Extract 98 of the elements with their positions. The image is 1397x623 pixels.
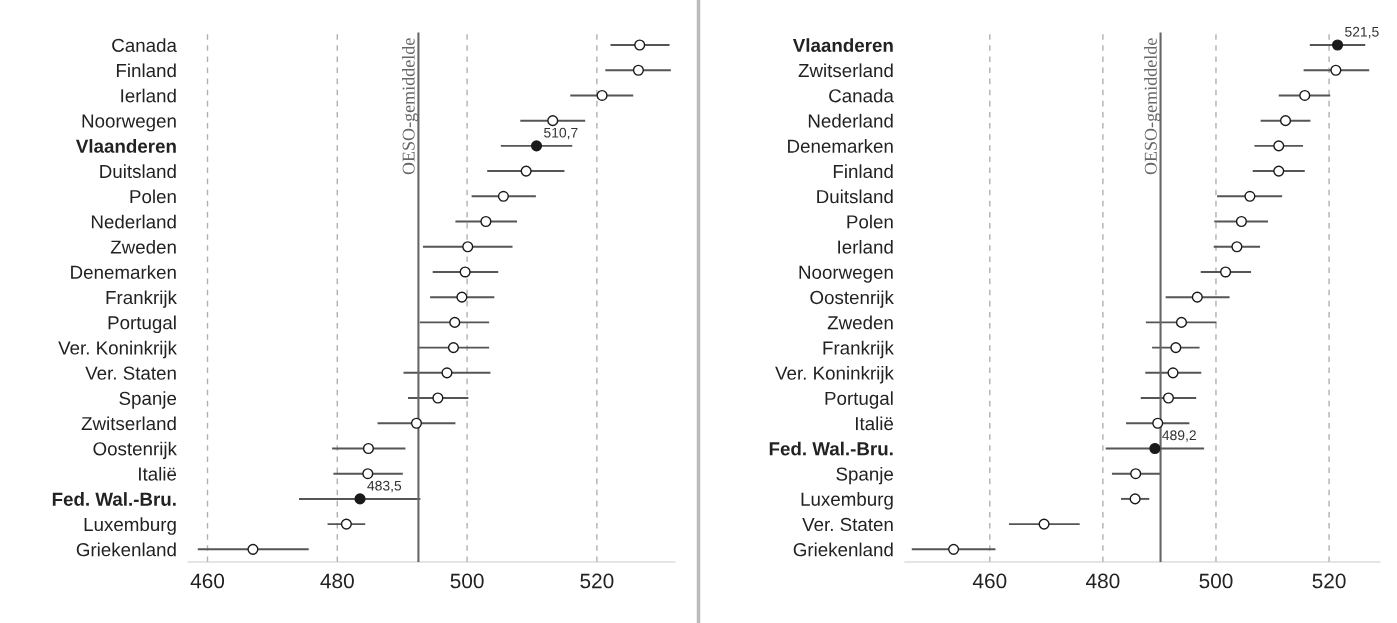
point (634, 39, 646, 51)
point (1038, 518, 1050, 530)
y-tick-label: Ver. Staten (802, 517, 893, 532)
point (948, 543, 960, 555)
y-tick-label: Ierland (121, 88, 176, 103)
data-label: 521,5 (1345, 26, 1379, 39)
point (1273, 165, 1285, 177)
y-tick-label: Italië (855, 416, 894, 431)
y-tick-label: Ver. Koninkrijk (775, 366, 894, 384)
y-tick-label: Noorwegen (799, 265, 893, 283)
y-tick-label: Portugal (825, 391, 893, 409)
y-tick-label: Nederland (91, 214, 176, 229)
point (462, 241, 474, 253)
point (632, 64, 644, 76)
y-tick-label: Canada (112, 38, 177, 52)
point (1167, 367, 1179, 379)
y-tick-label: Zwitserland (798, 63, 893, 78)
x-tick-label: 520 (1312, 573, 1346, 589)
point (1244, 190, 1256, 202)
point (1129, 493, 1141, 505)
y-tick-label: Spanje (119, 391, 177, 409)
point (1162, 392, 1175, 404)
point (1191, 291, 1203, 303)
x-tick-label: 480 (320, 573, 354, 589)
x-tick-label: 460 (190, 573, 225, 589)
y-tick-label: Duitsland (817, 189, 893, 204)
x-tick-label: 460 (972, 573, 1007, 589)
point (547, 115, 559, 127)
y-tick-label: Zwitserland (81, 416, 176, 431)
y-tick-label: Frankrijk (823, 340, 894, 359)
y-tick-label: Ver. Koninkrijk (58, 340, 177, 359)
y-tick-label: Spanje (836, 466, 894, 485)
point (247, 543, 259, 555)
ref-line-label: OESO-gemiddelde (1144, 38, 1161, 175)
y-tick-label: Polen (130, 189, 176, 204)
point (1273, 140, 1285, 152)
point (441, 367, 453, 379)
y-tick-label: Luxemburg (801, 492, 893, 510)
point (520, 165, 532, 177)
point (497, 190, 509, 202)
x-tick-label: 500 (450, 573, 484, 589)
point (1170, 342, 1182, 354)
y-tick-label: Italië (139, 466, 177, 481)
y-tick-label: Vlaanderen (75, 139, 176, 153)
y-tick-label: Griekenland (76, 542, 176, 557)
y-tick-label: Denemarken (788, 139, 893, 153)
x-tick-label: 520 (580, 573, 614, 589)
point (1279, 115, 1292, 127)
point (449, 316, 461, 328)
y-tick-label: Fed. Wal.-Bru. (52, 492, 176, 506)
point (362, 468, 374, 480)
y-tick-label: Denemarken (71, 265, 176, 279)
y-tick-label: Nederland (808, 113, 893, 128)
point (354, 493, 366, 505)
data-label: 483,5 (367, 480, 402, 493)
point (1152, 417, 1164, 429)
y-tick-label: Frankrijk (106, 290, 177, 308)
point (1220, 266, 1232, 278)
point (456, 291, 468, 303)
point (1130, 468, 1142, 480)
x-tick-label: 480 (1085, 573, 1120, 589)
point (1299, 89, 1311, 101)
y-tick-label: Polen (847, 214, 893, 229)
point (530, 140, 543, 152)
point (1149, 442, 1161, 455)
point (447, 342, 460, 354)
x-tick-label: 500 (1199, 573, 1233, 589)
point (1331, 39, 1344, 51)
point (432, 392, 444, 404)
data-label: 489,2 (1162, 430, 1196, 442)
y-tick-label: Griekenland (793, 542, 893, 557)
y-tick-label: Duitsland (100, 164, 176, 179)
point (1330, 64, 1342, 76)
y-tick-label: Noorwegen (82, 114, 176, 132)
y-tick-label: Zweden (827, 315, 893, 330)
y-tick-label: Finland (833, 164, 893, 179)
point (1175, 316, 1188, 328)
point (459, 266, 471, 278)
data-label: 510,7 (544, 127, 578, 140)
y-tick-label: Portugal (108, 315, 176, 334)
point (410, 417, 423, 429)
y-tick-label: Fed. Wal.-Bru. (769, 441, 893, 456)
point (1235, 215, 1247, 228)
y-tick-label: Ierland (838, 239, 893, 254)
point (1231, 241, 1243, 253)
ref-line-label: OESO-gemiddelde (401, 38, 419, 175)
point (340, 518, 352, 530)
y-tick-label: Oostenrijk (810, 290, 894, 308)
point (596, 89, 608, 101)
y-tick-label: Zweden (110, 239, 176, 254)
y-tick-label: Finland (116, 63, 176, 78)
y-tick-label: Canada (829, 88, 894, 103)
point (362, 442, 375, 455)
point (480, 215, 492, 228)
y-tick-label: Vlaanderen (792, 38, 893, 52)
y-tick-label: Oostenrijk (93, 441, 177, 460)
y-tick-label: Luxemburg (84, 517, 176, 535)
y-tick-label: Ver. Staten (85, 366, 176, 380)
